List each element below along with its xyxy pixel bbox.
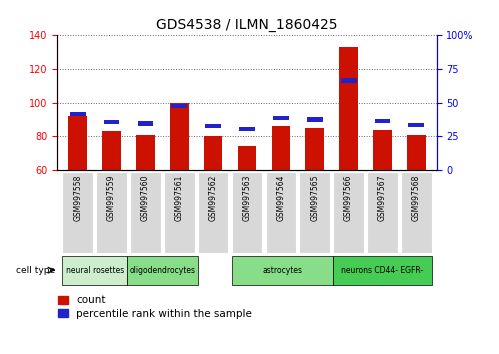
Bar [102,131,121,170]
Bar [407,135,426,170]
Bar [239,127,255,131]
Text: GSM997566: GSM997566 [344,174,353,221]
Bar [375,119,390,123]
Text: oligodendrocytes: oligodendrocytes [129,266,195,275]
FancyBboxPatch shape [299,172,330,253]
Text: astrocytes: astrocytes [262,266,302,275]
FancyBboxPatch shape [401,172,432,253]
Legend: count, percentile rank within the sample: count, percentile rank within the sample [57,296,252,319]
FancyBboxPatch shape [96,172,127,253]
Bar [341,79,356,82]
FancyBboxPatch shape [232,172,262,253]
Text: GSM997562: GSM997562 [209,174,218,221]
FancyBboxPatch shape [333,256,432,285]
Bar [70,112,86,116]
Bar [271,126,290,170]
Text: cell type: cell type [16,266,55,275]
Text: GSM997560: GSM997560 [141,174,150,221]
Text: GSM997559: GSM997559 [107,174,116,221]
Bar [307,118,323,122]
FancyBboxPatch shape [62,256,127,285]
Title: GDS4538 / ILMN_1860425: GDS4538 / ILMN_1860425 [156,18,338,32]
FancyBboxPatch shape [127,256,198,285]
Text: GSM997565: GSM997565 [310,174,319,221]
Bar [171,104,187,108]
Text: GSM997567: GSM997567 [378,174,387,221]
Bar [273,116,289,120]
Bar [138,121,153,126]
FancyBboxPatch shape [130,172,161,253]
Bar [104,120,119,124]
Bar [136,135,155,170]
Bar [238,147,256,170]
Text: GSM997563: GSM997563 [243,174,251,221]
Text: neurons CD44- EGFR-: neurons CD44- EGFR- [341,266,424,275]
FancyBboxPatch shape [367,172,398,253]
Text: GSM997558: GSM997558 [73,174,82,221]
Bar [205,124,221,129]
Text: neural rosettes: neural rosettes [65,266,124,275]
Text: GSM997568: GSM997568 [412,174,421,221]
Text: GSM997561: GSM997561 [175,174,184,221]
Bar [170,103,189,170]
FancyBboxPatch shape [333,172,364,253]
Bar [68,116,87,170]
Bar [339,47,358,170]
FancyBboxPatch shape [62,172,93,253]
FancyBboxPatch shape [164,172,195,253]
Bar [408,123,424,127]
FancyBboxPatch shape [232,256,333,285]
Text: GSM997564: GSM997564 [276,174,285,221]
FancyBboxPatch shape [198,172,229,253]
Bar [305,128,324,170]
Bar [373,130,392,170]
Bar [204,136,223,170]
FancyBboxPatch shape [265,172,296,253]
